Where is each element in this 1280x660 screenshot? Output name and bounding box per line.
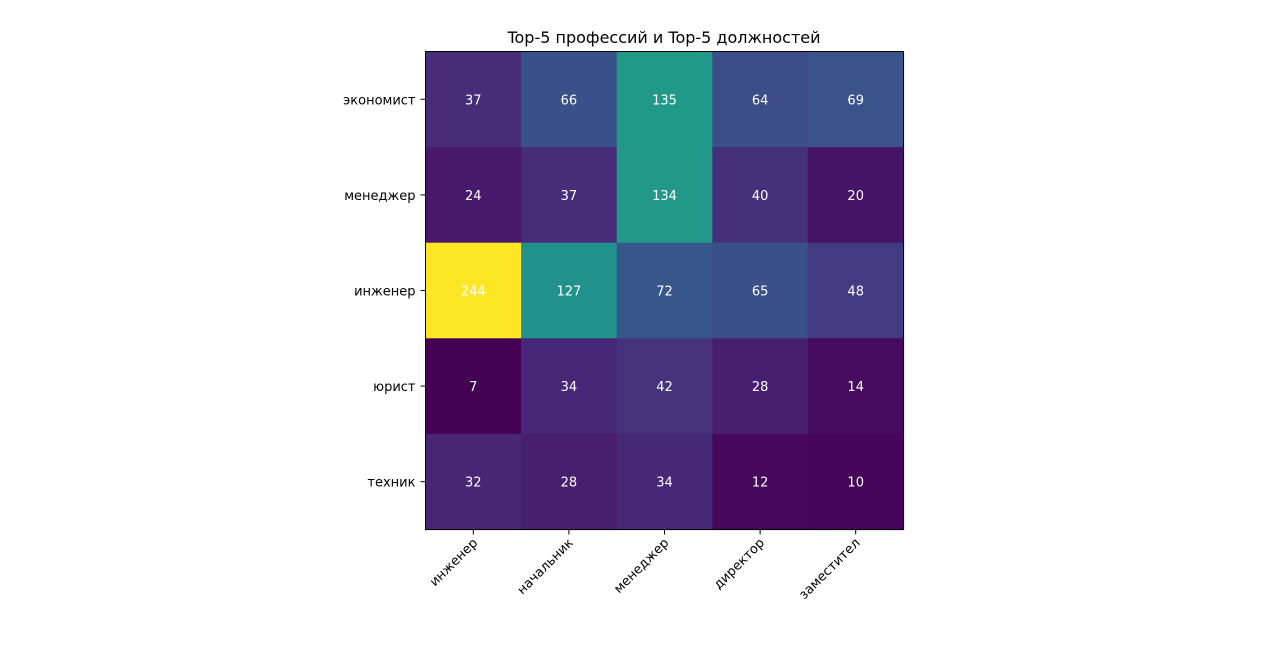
heatmap-cell xyxy=(425,433,522,531)
heatmap-cell xyxy=(425,51,522,148)
cell-value-label: 48 xyxy=(847,285,864,300)
cell-value-label: 24 xyxy=(465,189,482,204)
heatmap-cell xyxy=(521,242,618,339)
cell-value-label: 12 xyxy=(752,476,769,491)
cell-value-label: 37 xyxy=(465,93,482,108)
cell-value-label: 65 xyxy=(752,285,769,300)
heatmap-cell xyxy=(712,147,809,244)
y-tick-label: техник xyxy=(367,476,415,491)
cell-value-label: 32 xyxy=(465,476,482,491)
heatmap-cell xyxy=(807,338,905,435)
cell-value-label: 135 xyxy=(652,93,677,108)
heatmap-cell xyxy=(807,242,905,339)
heatmap-cell xyxy=(616,338,713,435)
cell-value-label: 7 xyxy=(469,380,477,395)
y-tick-label: менеджер xyxy=(344,189,415,204)
cell-value-label: 69 xyxy=(847,93,864,108)
heatmap-cell xyxy=(712,242,809,339)
cell-value-label: 64 xyxy=(752,93,769,108)
heatmap-cell xyxy=(712,338,809,435)
cell-value-label: 127 xyxy=(556,285,581,300)
y-tick-label: инженер xyxy=(354,285,415,300)
cell-value-label: 134 xyxy=(652,189,677,204)
heatmap-cell xyxy=(807,433,905,531)
cell-value-label: 34 xyxy=(561,380,578,395)
heatmap-cell xyxy=(521,147,618,244)
cell-value-label: 34 xyxy=(656,476,673,491)
cell-value-label: 14 xyxy=(847,380,864,395)
heatmap-cell xyxy=(807,147,905,244)
y-tick-label: экономист xyxy=(343,93,416,108)
heatmap-cell xyxy=(521,51,618,148)
cell-value-label: 72 xyxy=(656,285,673,300)
heatmap-cell xyxy=(425,242,522,339)
cell-value-label: 10 xyxy=(847,476,864,491)
cell-value-label: 244 xyxy=(461,285,486,300)
cell-value-label: 37 xyxy=(561,189,578,204)
cell-value-label: 42 xyxy=(656,380,673,395)
cell-value-label: 66 xyxy=(561,93,578,108)
heatmap-cell xyxy=(616,147,713,244)
y-axis: экономист менеджер инженер юрист техник xyxy=(343,93,426,491)
heatmap-cell xyxy=(712,51,809,148)
chart-title: Top-5 профессий и Top-5 должностей xyxy=(506,28,820,47)
heatmap-cell xyxy=(807,51,905,148)
heatmap-cell xyxy=(712,433,809,531)
cell-annotations: 37 66 135 64 69 24 37 134 40 20 244 127 72 65 48 7 34 42 2… xyxy=(461,93,864,490)
cell-value-label: 20 xyxy=(847,189,864,204)
cell-value-label: 28 xyxy=(752,380,769,395)
cell-value-label: 40 xyxy=(752,189,769,204)
heatmap-cell xyxy=(425,147,522,244)
heatmap-cell xyxy=(616,242,713,339)
heatmap-cell xyxy=(616,433,713,531)
heatmap-cell xyxy=(616,51,713,148)
heatmap-cells xyxy=(425,51,905,531)
cell-value-label: 28 xyxy=(561,476,578,491)
heatmap-cell xyxy=(521,433,618,531)
heatmap-cell xyxy=(425,338,522,435)
heatmap-cell xyxy=(521,338,618,435)
y-tick-label: юрист xyxy=(373,380,416,395)
